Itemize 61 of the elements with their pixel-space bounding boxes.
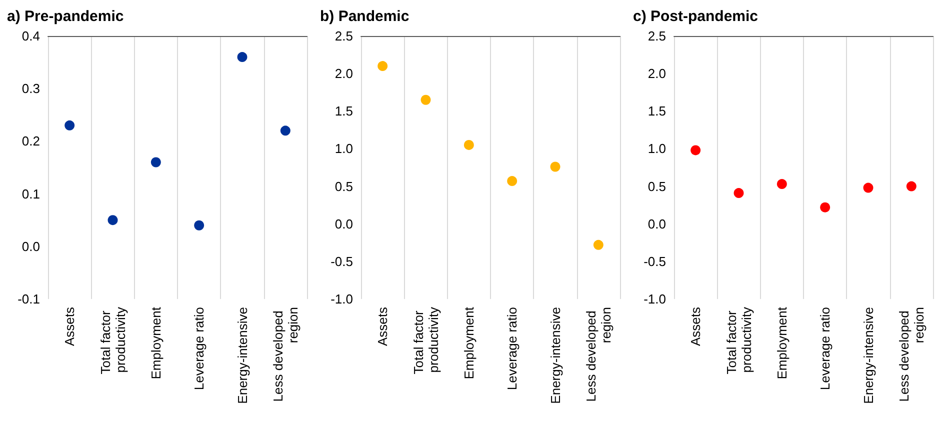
point (734, 188, 744, 198)
y-tick-label: 2.5 (648, 28, 666, 44)
y-tick-label: 1.5 (648, 104, 666, 119)
chart-title: c) Post-pandemic (633, 8, 758, 25)
point (237, 52, 248, 62)
x-tick-label: Employment (148, 306, 164, 380)
x-tick-label: Employment (774, 306, 790, 380)
y-tick-label: 0.5 (648, 178, 666, 194)
y-tick-label: -0.5 (330, 254, 353, 269)
point (820, 202, 830, 212)
point (150, 157, 161, 168)
point (906, 181, 916, 192)
point (378, 61, 388, 72)
y-tick-label: 0.1 (22, 186, 40, 202)
point (776, 179, 787, 190)
point (507, 176, 518, 186)
x-tick-label: Assets (62, 306, 78, 346)
point (108, 215, 118, 226)
x-tick-label: Assets (688, 306, 704, 346)
y-tick-label: 1.0 (334, 141, 353, 156)
y-tick-label: -1.0 (330, 292, 353, 306)
chart-title: b) Pandemic (320, 8, 410, 25)
x-tick-label: Less developed region (896, 307, 926, 402)
x-tick-label: Leverage ratio (192, 307, 207, 390)
y-tick-label: 2.5 (334, 28, 353, 44)
point (464, 140, 474, 150)
x-tick-label: Less developed region (583, 307, 614, 402)
x-tick-label: Assets (375, 306, 390, 346)
point (420, 94, 431, 105)
x-tick-label: Energy-intensive (234, 307, 250, 404)
y-tick-label: 0.0 (22, 238, 40, 254)
x-tick-label: Energy-intensive (860, 307, 876, 404)
y-tick-label: 0.4 (22, 28, 40, 44)
x-tick-label: Employment (461, 306, 476, 380)
point (863, 182, 874, 193)
point (64, 120, 75, 130)
point (550, 162, 560, 172)
point (280, 126, 290, 136)
x-tick-label: Energy-intensive (548, 307, 563, 404)
point (593, 240, 604, 250)
y-tick-label: 0.0 (334, 216, 353, 232)
point (194, 220, 204, 230)
y-tick-label: 0.3 (22, 81, 40, 96)
y-tick-label: 0.5 (334, 178, 353, 194)
y-tick-label: 0.2 (22, 134, 40, 149)
x-tick-label: Total factor productivity (724, 306, 754, 374)
y-tick-label: -0.5 (644, 254, 666, 269)
x-tick-label: Leverage ratio (818, 307, 833, 390)
x-tick-label: Less developed region (270, 307, 300, 402)
y-tick-label: 2.0 (334, 66, 353, 82)
point (690, 145, 701, 156)
y-tick-label: -1.0 (644, 292, 666, 306)
x-tick-label: Leverage ratio (504, 307, 520, 390)
y-tick-label: -0.1 (18, 292, 40, 306)
chart-title: a) Pre-pandemic (7, 8, 124, 25)
y-tick-label: 2.0 (648, 66, 666, 82)
y-tick-label: 0.0 (648, 216, 666, 232)
x-tick-label: Total factor productivity (410, 306, 441, 374)
x-tick-label: Total factor productivity (98, 306, 128, 374)
y-tick-label: 1.5 (334, 104, 353, 119)
y-tick-label: 1.0 (648, 141, 666, 156)
